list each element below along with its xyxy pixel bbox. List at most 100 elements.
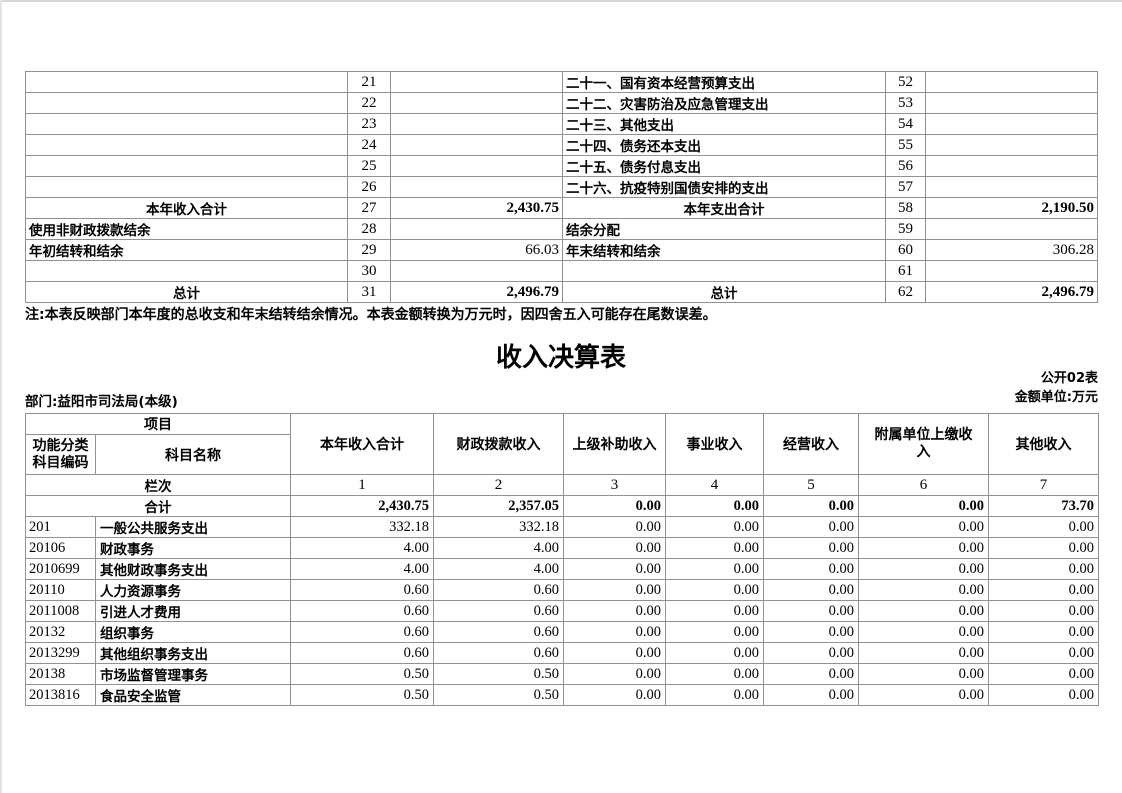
summary-left-value: 2,496.79 xyxy=(390,281,563,303)
code-header: 功能分类科目编码 xyxy=(25,434,96,475)
income-data-row: 2010699 其他财政事务支出 4.00 4.00 0.00 0.00 0.00 0.00 0… xyxy=(25,558,1099,580)
summary-left-value xyxy=(390,155,563,177)
column-header-other-income: 其他收入 xyxy=(988,413,1099,475)
subject-code: 20132 xyxy=(25,621,96,643)
income-data-row: 20110 人力资源事务 0.60 0.60 0.00 0.00 0.00 0.00 0.00 xyxy=(25,579,1099,601)
income-value: 0.00 xyxy=(988,663,1099,685)
summary-right-value xyxy=(925,176,1098,198)
column-header-total-income: 本年收入合计 xyxy=(290,413,434,475)
summary-table-body: 21 二十一、国有资本经营预算支出 52 22 二十二、灾害防治及应急管理支出 53 23 二… xyxy=(25,71,1098,303)
income-value: 0.00 xyxy=(763,579,859,601)
summary-left-value: 2,430.75 xyxy=(390,197,563,219)
income-value: 0.00 xyxy=(563,621,666,643)
income-data-row: 2013299 其他组织事务支出 0.60 0.60 0.00 0.00 0.00 0.00 0… xyxy=(25,642,1099,664)
summary-left-line-number: 26 xyxy=(347,176,391,198)
summary-table: 21 二十一、国有资本经营预算支出 52 22 二十二、灾害防治及应急管理支出 53 23 二… xyxy=(25,71,1098,303)
income-value: 0.60 xyxy=(433,621,564,643)
summary-right-label: 本年支出合计 xyxy=(562,197,886,219)
total-value: 2,430.75 xyxy=(290,495,434,517)
income-value: 0.00 xyxy=(665,516,764,538)
summary-left-value xyxy=(390,134,563,156)
income-value: 4.00 xyxy=(433,537,564,559)
subject-code: 20138 xyxy=(25,663,96,685)
income-value: 0.50 xyxy=(433,684,564,706)
income-value: 0.00 xyxy=(763,621,859,643)
column-number: 5 xyxy=(763,474,859,496)
income-value: 0.60 xyxy=(290,642,434,664)
income-value: 0.60 xyxy=(433,642,564,664)
income-value: 0.00 xyxy=(988,621,1099,643)
summary-right-line-number: 62 xyxy=(885,281,926,303)
lanci-label: 栏次 xyxy=(25,474,291,496)
summary-right-line-number: 57 xyxy=(885,176,926,198)
summary-left-value xyxy=(390,260,563,282)
subject-name: 一般公共服务支出 xyxy=(95,516,291,538)
summary-row: 年初结转和结余 29 66.03 年末结转和结余 60 306.28 xyxy=(25,239,1098,261)
income-value: 0.00 xyxy=(763,663,859,685)
income-data-row: 20106 财政事务 4.00 4.00 0.00 0.00 0.00 0.00 0.00 xyxy=(25,537,1099,559)
page-edge-left xyxy=(0,0,2,793)
subject-name: 其他财政事务支出 xyxy=(95,558,291,580)
summary-right-line-number: 58 xyxy=(885,197,926,219)
income-data-row: 20132 组织事务 0.60 0.60 0.00 0.00 0.00 0.00 0.00 xyxy=(25,621,1099,643)
column-header-fiscal-appropriation: 财政拨款收入 xyxy=(433,413,564,475)
income-value: 0.00 xyxy=(988,516,1099,538)
summary-left-label xyxy=(25,155,348,177)
total-row-label: 合计 xyxy=(25,495,291,517)
column-number: 2 xyxy=(433,474,564,496)
summary-row: 本年收入合计 27 2,430.75 本年支出合计 58 2,190.50 xyxy=(25,197,1098,219)
income-value: 0.50 xyxy=(290,663,434,685)
income-value: 0.60 xyxy=(290,579,434,601)
income-value: 0.00 xyxy=(763,516,859,538)
summary-right-value: 2,496.79 xyxy=(925,281,1098,303)
summary-right-value xyxy=(925,218,1098,240)
income-value: 0.00 xyxy=(563,516,666,538)
summary-row: 25 二十五、债务付息支出 56 xyxy=(25,155,1098,177)
income-value: 0.00 xyxy=(665,537,764,559)
summary-right-value: 306.28 xyxy=(925,239,1098,261)
summary-right-label: 二十五、债务付息支出 xyxy=(562,155,886,177)
subject-name-header: 科目名称 xyxy=(95,434,291,475)
income-value: 0.00 xyxy=(763,642,859,664)
income-value: 0.00 xyxy=(665,642,764,664)
summary-right-line-number: 52 xyxy=(885,71,926,93)
project-header: 项目 xyxy=(25,413,291,435)
summary-left-line-number: 23 xyxy=(347,113,391,135)
income-value: 4.00 xyxy=(433,558,564,580)
summary-left-label: 本年收入合计 xyxy=(25,197,348,219)
income-value: 0.00 xyxy=(858,684,989,706)
subject-code: 20110 xyxy=(25,579,96,601)
income-value: 0.00 xyxy=(858,663,989,685)
total-value: 0.00 xyxy=(563,495,666,517)
income-value: 0.00 xyxy=(988,579,1099,601)
summary-right-value: 2,190.50 xyxy=(925,197,1098,219)
summary-left-label xyxy=(25,134,348,156)
summary-left-value xyxy=(390,71,563,93)
income-data-row: 2011008 引进人才费用 0.60 0.60 0.00 0.00 0.00 0.00 0.0… xyxy=(25,600,1099,622)
summary-row: 22 二十二、灾害防治及应急管理支出 53 xyxy=(25,92,1098,114)
income-value: 4.00 xyxy=(290,537,434,559)
summary-left-label xyxy=(25,71,348,93)
summary-right-label: 年末结转和结余 xyxy=(562,239,886,261)
summary-right-value xyxy=(925,134,1098,156)
summary-right-line-number: 61 xyxy=(885,260,926,282)
summary-right-value xyxy=(925,260,1098,282)
summary-left-label: 使用非财政拨款结余 xyxy=(25,218,348,240)
summary-left-label xyxy=(25,176,348,198)
column-number: 1 xyxy=(290,474,434,496)
summary-left-line-number: 21 xyxy=(347,71,391,93)
subject-code: 2011008 xyxy=(25,600,96,622)
subject-name: 市场监督管理事务 xyxy=(95,663,291,685)
income-value: 0.00 xyxy=(858,558,989,580)
summary-right-value xyxy=(925,155,1098,177)
column-header-superior-subsidy: 上级补助收入 xyxy=(563,413,666,475)
summary-right-label: 二十二、灾害防治及应急管理支出 xyxy=(562,92,886,114)
page-edge-top xyxy=(0,0,1122,2)
column-number: 3 xyxy=(563,474,666,496)
column-header-business-income: 事业收入 xyxy=(665,413,764,475)
summary-right-line-number: 54 xyxy=(885,113,926,135)
summary-left-line-number: 29 xyxy=(347,239,391,261)
subject-name: 食品安全监管 xyxy=(95,684,291,706)
summary-right-label: 结余分配 xyxy=(562,218,886,240)
total-value: 0.00 xyxy=(665,495,764,517)
